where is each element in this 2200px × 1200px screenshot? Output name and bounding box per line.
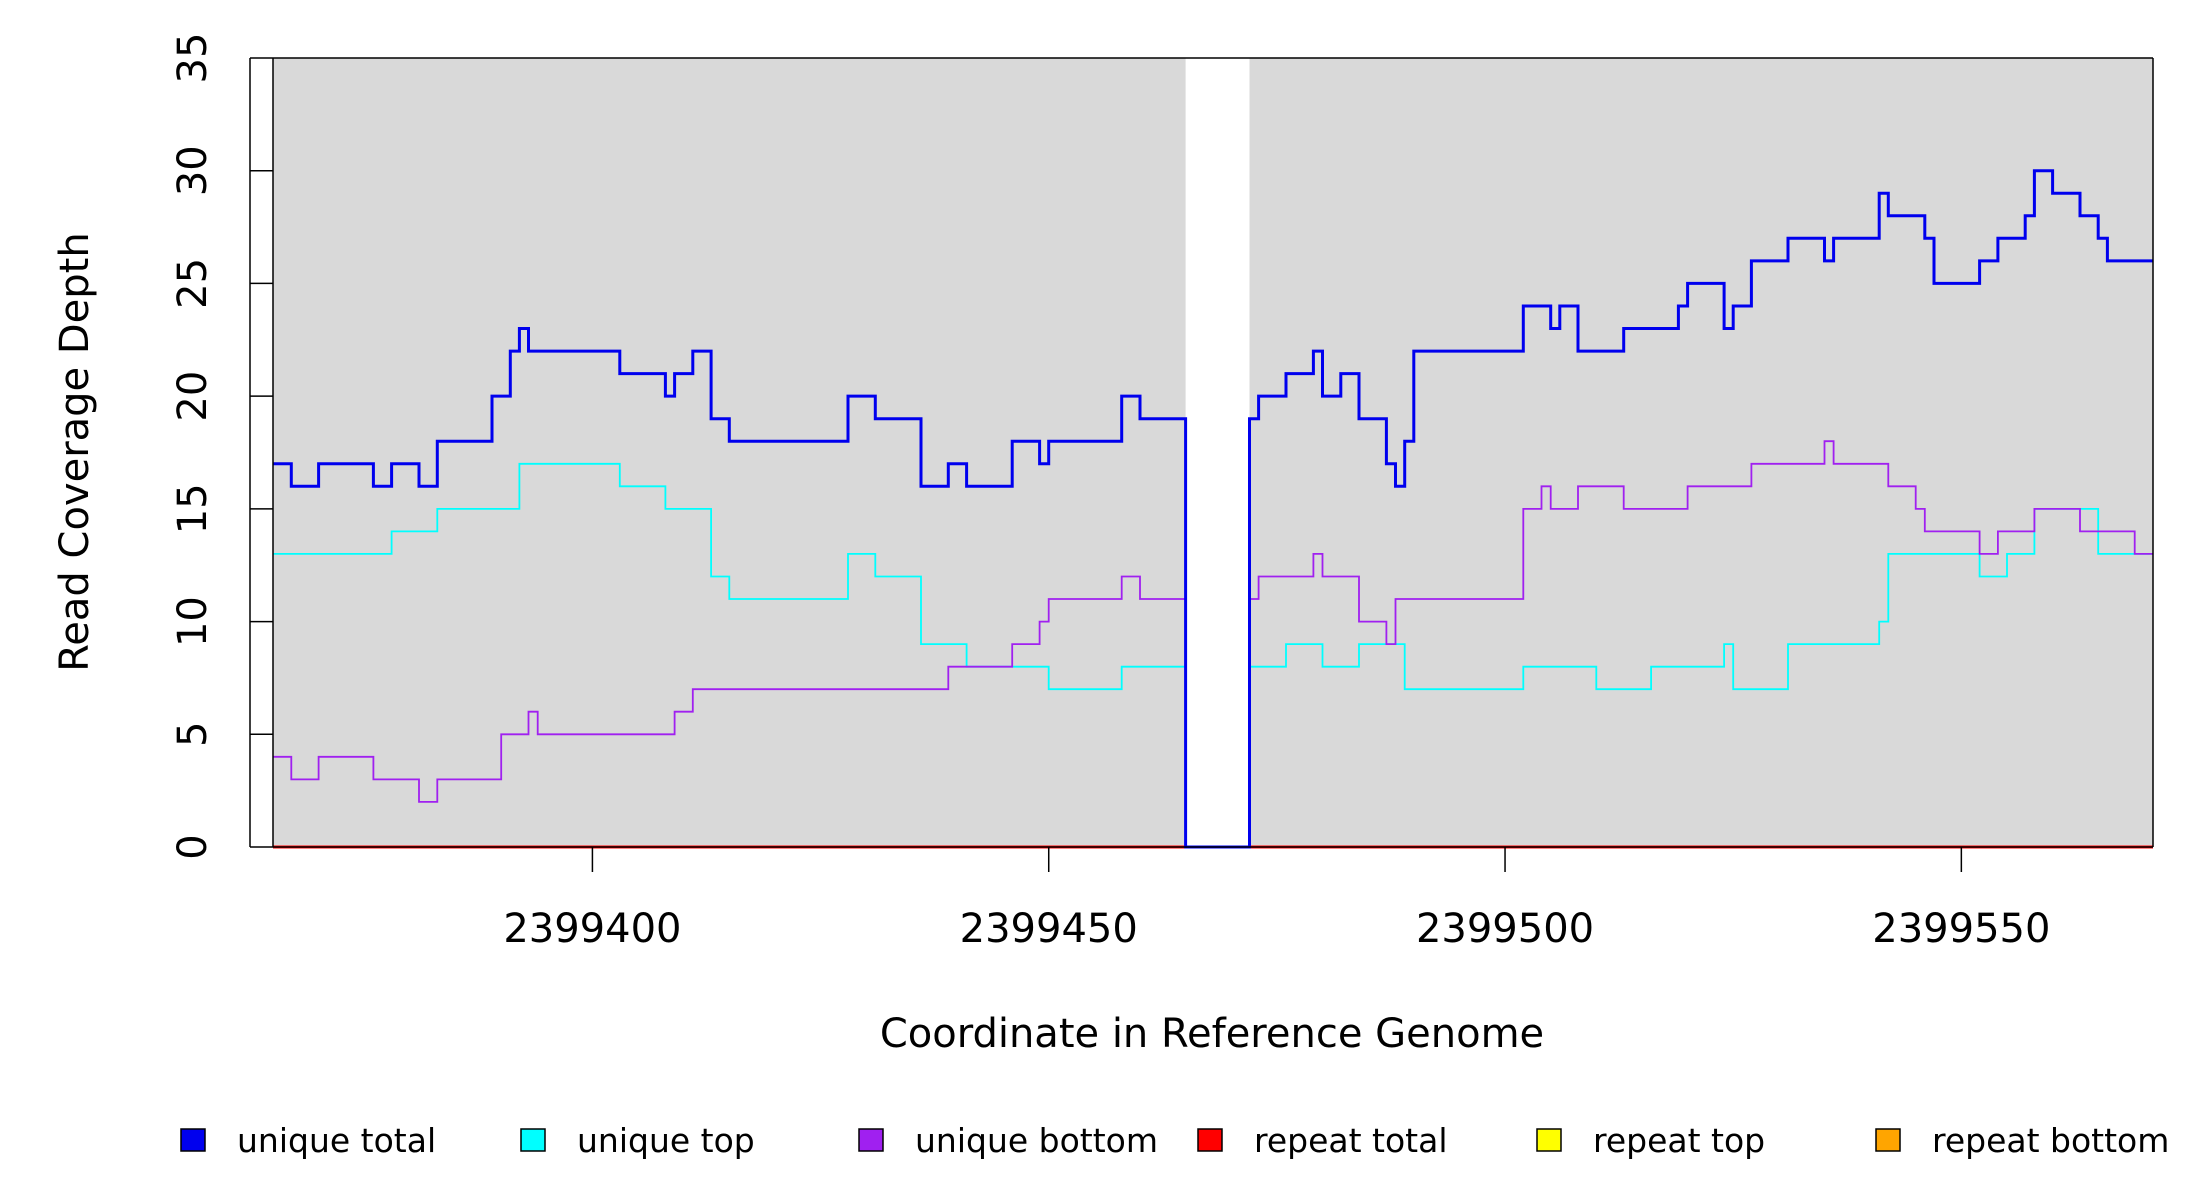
- legend-item-unique-total: unique total: [180, 1121, 436, 1160]
- y-tick-label: 15: [170, 483, 216, 534]
- legend-label: unique top: [577, 1121, 755, 1160]
- legend-label: unique bottom: [915, 1121, 1158, 1160]
- series-unique-bottom: [273, 440, 2153, 848]
- legend-swatch: [1197, 1128, 1223, 1152]
- y-tick-label: 30: [170, 145, 216, 196]
- x-tick-label: 2399500: [1416, 906, 1594, 952]
- axes: 0 5 10 15 20 25 30 35 2399400 2399450 2399500 23995…: [170, 33, 2154, 952]
- y-tick-label: 25: [170, 258, 216, 309]
- y-tick-label: 35: [170, 33, 216, 84]
- x-axis-title: Coordinate in Reference Genome: [880, 1011, 1544, 1057]
- legend-swatch: [1536, 1128, 1562, 1152]
- legend-item-repeat-total: repeat total: [1197, 1121, 1448, 1160]
- y-tick-label: 10: [170, 596, 216, 647]
- plot-area: [273, 58, 2153, 847]
- legend-item-unique-top: unique top: [520, 1121, 755, 1160]
- legend-label: repeat top: [1593, 1121, 1765, 1160]
- legend-item-repeat-top: repeat top: [1536, 1121, 1765, 1160]
- legend-swatch: [520, 1128, 546, 1152]
- series-unique-total: [273, 169, 2153, 849]
- legend-swatch: [180, 1128, 206, 1152]
- coverage-gap: [1185, 58, 1250, 847]
- y-tick-label: 0: [170, 834, 216, 859]
- y-axis-title: Read Coverage Depth: [52, 232, 98, 671]
- legend-item-unique-bottom: unique bottom: [858, 1121, 1158, 1160]
- x-tick-label: 2399400: [503, 906, 681, 952]
- legend: unique total unique top unique bottom repea…: [180, 1121, 2169, 1160]
- legend-swatch: [858, 1128, 884, 1152]
- y-tick-label: 5: [170, 722, 216, 747]
- legend-swatch: [1875, 1128, 1901, 1152]
- legend-item-repeat-bottom: repeat bottom: [1875, 1121, 2169, 1160]
- legend-label: unique total: [237, 1121, 436, 1160]
- series-unique-top: [273, 462, 2153, 848]
- x-tick-label: 2399450: [960, 906, 1138, 952]
- y-tick-label: 20: [170, 371, 216, 422]
- legend-label: repeat total: [1254, 1121, 1448, 1160]
- legend-label: repeat bottom: [1932, 1121, 2169, 1160]
- x-tick-label: 2399550: [1872, 906, 2050, 952]
